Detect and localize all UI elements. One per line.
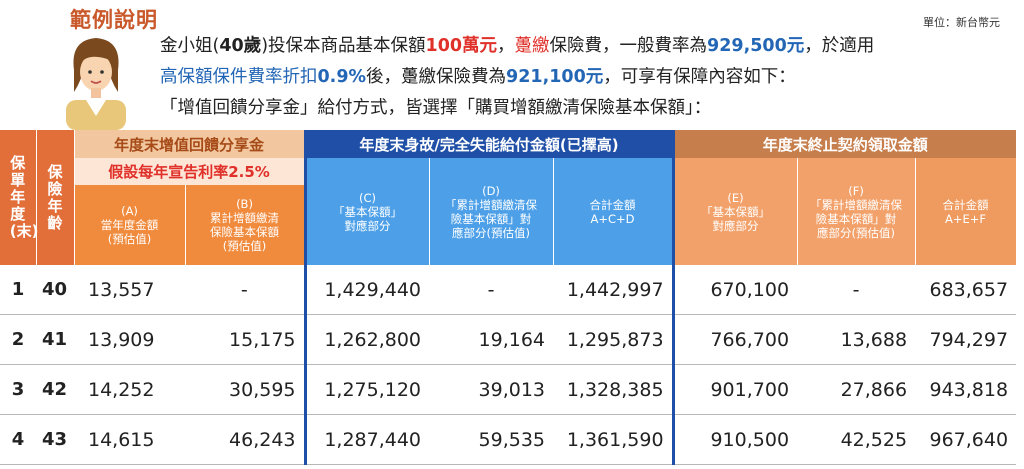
cell-year: 4 <box>0 414 36 465</box>
cell-age: 40 <box>36 265 74 315</box>
cell-e: 766,700 <box>673 314 798 365</box>
cell-b: - <box>185 265 306 315</box>
cell-aef: 683,657 <box>915 265 1017 315</box>
cell-c: 1,262,800 <box>303 314 430 365</box>
col-header-b: (B) 累計增額繳清 保險基本保額 (預估值) <box>185 185 306 265</box>
col-header-f: (F) 「累計增額繳清保 險基本保額」對 應部分(預估值) <box>797 158 916 265</box>
cell-f: - <box>797 265 916 315</box>
cell-acd: 1,361,590 <box>553 414 675 465</box>
cell-acd: 1,295,873 <box>553 314 675 365</box>
cell-year: 3 <box>0 364 36 415</box>
col-header-d: (D) 「累計增額繳清保 險基本保額」對 應部分(預估值) <box>429 158 554 265</box>
col-header-aef-total: 合計金額 A+E+F <box>915 158 1017 265</box>
cell-aef: 967,640 <box>915 414 1017 465</box>
cell-age: 41 <box>36 314 74 365</box>
cell-aef: 943,818 <box>915 364 1017 415</box>
section-title: 範例說明 <box>70 8 158 32</box>
intro-line-2: 高保額保件費率折扣0.9%後，躉繳保險費為921,100元，可享有保障內容如下： <box>160 67 796 87</box>
cell-year: 2 <box>0 314 36 365</box>
cell-age: 42 <box>36 364 74 415</box>
interest-rate-assumption: 假設每年宣告利率2.5% <box>74 158 306 185</box>
col-header-a: (A) 當年度金額 (預估值) <box>74 185 186 265</box>
cell-b: 15,175 <box>185 314 306 365</box>
col-header-acd-total: 合計金額 A+C+D <box>553 158 675 265</box>
cell-d: 59,535 <box>429 414 554 465</box>
cell-f: 13,688 <box>797 314 916 365</box>
benefit-table: 保單年度(末) 保險年齡 年度末增值回饋分享金 年度末身故/完全失能給付金額(已… <box>0 130 1017 465</box>
cell-a: 14,615 <box>74 414 185 465</box>
group-header-bonus: 年度末增值回饋分享金 <box>74 130 306 158</box>
cell-b: 30,595 <box>185 364 306 415</box>
group-header-surrender: 年度末終止契約領取金額 <box>673 130 1017 158</box>
intro-paragraph: 金小姐(40歲)投保本商品基本保額100萬元，躉繳保險費，一般費率為929,50… <box>160 31 1010 124</box>
cell-a: 13,909 <box>74 314 185 365</box>
intro-line-3: 「增值回饋分享金」給付方式，皆選擇「購買增額繳清保險基本保額」： <box>160 98 712 118</box>
year-header: 保單年度(末) <box>0 130 38 265</box>
cell-acd: 1,442,997 <box>553 265 675 315</box>
cell-c: 1,287,440 <box>303 414 430 465</box>
table-row: 2 41 13,909 15,175 1,262,800 19,164 1,29… <box>0 314 1017 365</box>
cell-d: - <box>429 265 554 315</box>
cell-e: 910,500 <box>673 414 798 465</box>
table-row: 1 40 13,557 - 1,429,440 - 1,442,997 670,… <box>0 265 1017 315</box>
currency-unit: 單位：新台幣元 <box>923 16 1000 29</box>
col-header-c: (C) 「基本保額」 對應部分 <box>303 158 430 265</box>
table-row: 4 43 14,615 46,243 1,287,440 59,535 1,36… <box>0 414 1017 465</box>
cell-c: 1,275,120 <box>303 364 430 415</box>
col-header-e: (E) 「基本保額」 對應部分 <box>673 158 798 265</box>
group-header-death-benefit: 年度末身故/完全失能給付金額(已擇高) <box>303 130 675 158</box>
cell-e: 670,100 <box>673 265 798 315</box>
cell-e: 901,700 <box>673 364 798 415</box>
cell-age: 43 <box>36 414 74 465</box>
cell-d: 19,164 <box>429 314 554 365</box>
cell-year: 1 <box>0 265 36 315</box>
intro-line-1: 金小姐(40歲)投保本商品基本保額100萬元，躉繳保險費，一般費率為929,50… <box>160 36 875 56</box>
cell-f: 27,866 <box>797 364 916 415</box>
table-row: 3 42 14,252 30,595 1,275,120 39,013 1,32… <box>0 364 1017 415</box>
age-header: 保險年齡 <box>36 130 75 265</box>
cell-a: 13,557 <box>74 265 185 315</box>
cell-d: 39,013 <box>429 364 554 415</box>
cell-f: 42,525 <box>797 414 916 465</box>
cell-c: 1,429,440 <box>303 265 430 315</box>
cell-acd: 1,328,385 <box>553 364 675 415</box>
cell-aef: 794,297 <box>915 314 1017 365</box>
woman-avatar-icon <box>66 38 126 130</box>
cell-b: 46,243 <box>185 414 306 465</box>
cell-a: 14,252 <box>74 364 185 415</box>
